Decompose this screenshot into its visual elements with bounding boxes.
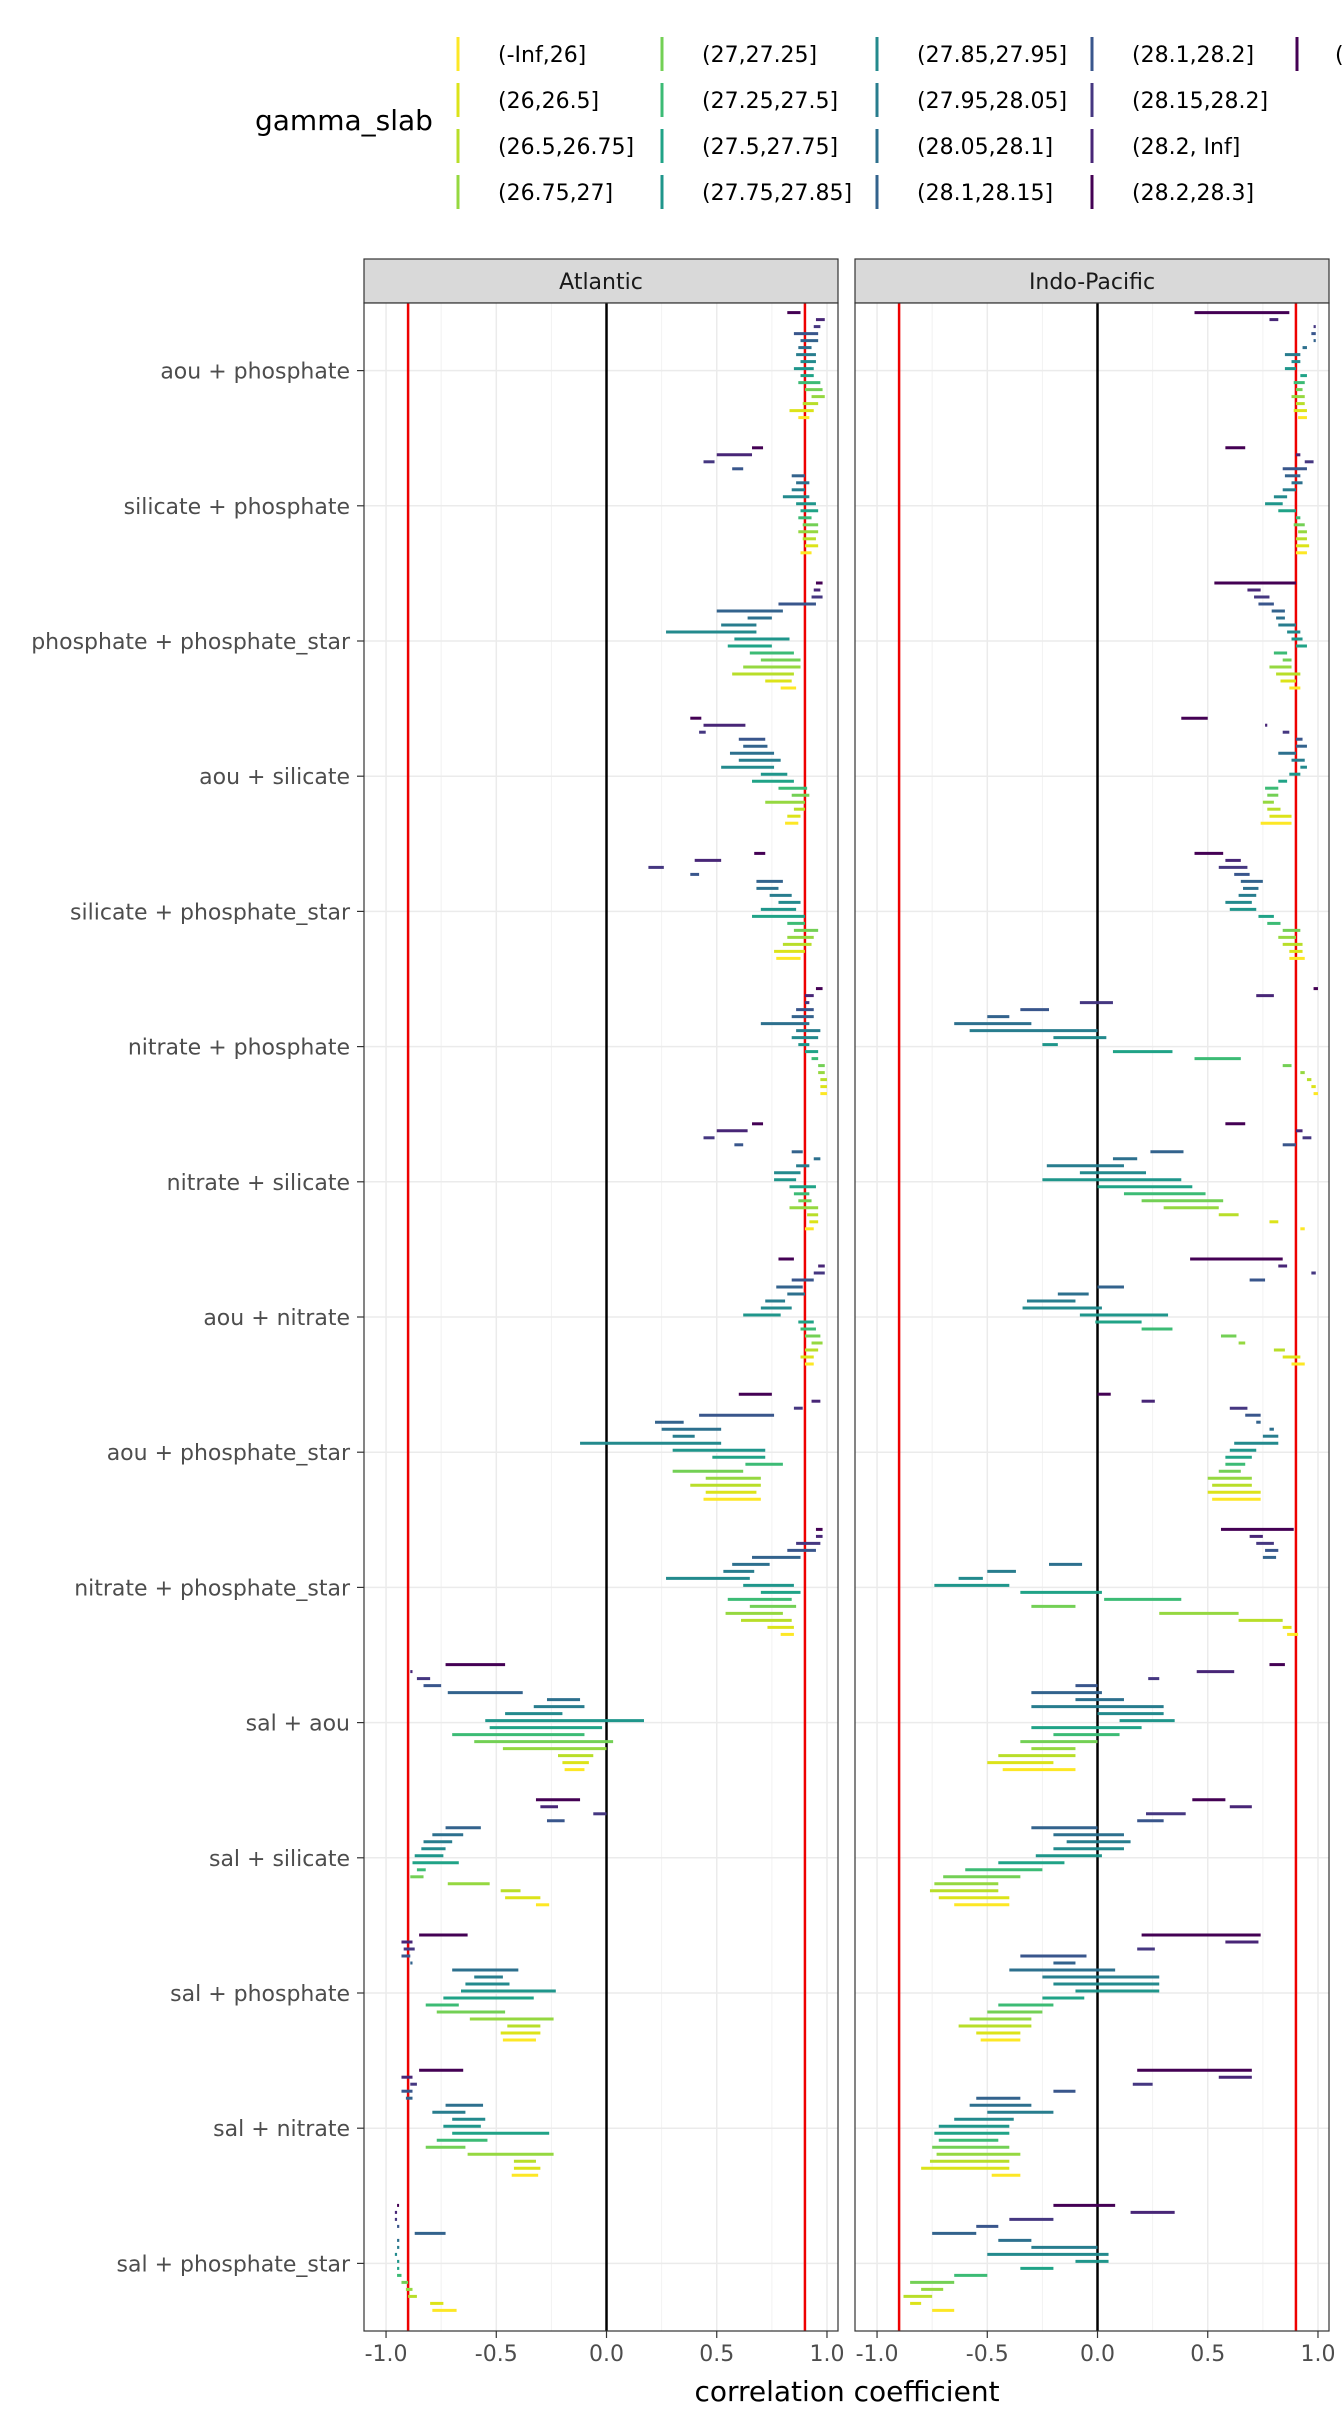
x-tick-label: 0.5 xyxy=(699,2342,734,2367)
y-tick-label: phosphate + phosphate_star xyxy=(31,630,351,655)
y-tick-label: silicate + phosphate xyxy=(124,495,350,520)
y-tick-label: sal + aou xyxy=(246,1712,350,1737)
legend-label: (27.5,27.75] xyxy=(702,135,838,160)
legend-label: (28.15,28.2] xyxy=(1132,89,1268,114)
panel-indo-pacific: Indo-Pacific -1.0 -0.5 0.0 0.5 1.0 xyxy=(854,258,1335,2367)
y-axis: aou + phosphate silicate + phosphate phosp… xyxy=(31,360,364,2277)
legend-label: (28.2, Inf] xyxy=(1132,135,1240,160)
legend: gamma_slab (-Inf,26] (26,26.5] (26.5,26.75… xyxy=(255,37,1344,209)
x-tick-label: 0.5 xyxy=(1190,2342,1225,2367)
y-tick-label: nitrate + phosphate_star xyxy=(74,1576,351,1601)
legend-label: (27.85,27.95] xyxy=(917,43,1067,68)
x-tick-label: -1.0 xyxy=(856,2342,899,2367)
x-tick-label: -0.5 xyxy=(966,2342,1009,2367)
x-tick-label: 0.0 xyxy=(589,2342,624,2367)
y-tick-label: aou + nitrate xyxy=(203,1306,350,1331)
y-tick-label: aou + phosphate_star xyxy=(107,1441,351,1466)
y-tick-label: nitrate + phosphate xyxy=(128,1036,350,1061)
legend-label-partial: (2 xyxy=(1335,43,1344,68)
legend-label: (-Inf,26] xyxy=(498,43,586,68)
legend-label: (28.1,28.2] xyxy=(1132,43,1254,68)
legend-label: (27.95,28.05] xyxy=(917,89,1067,114)
legend-title: gamma_slab xyxy=(255,104,433,137)
strip xyxy=(854,258,1330,304)
x-tick-label: -0.5 xyxy=(475,2342,518,2367)
y-tick-label: silicate + phosphate_star xyxy=(70,900,351,925)
panel-border xyxy=(854,302,1330,2332)
legend-label: (28.1,28.15] xyxy=(917,181,1053,206)
x-tick-label: 0.0 xyxy=(1080,2342,1115,2367)
y-tick-label: sal + phosphate xyxy=(170,1982,350,2007)
legend-label: (28.2,28.3] xyxy=(1132,181,1254,206)
strip-label: Indo-Pacific xyxy=(1029,270,1155,295)
legend-label: (26,26.5] xyxy=(498,89,599,114)
y-tick-label: sal + nitrate xyxy=(213,2117,350,2142)
x-tick-label: 1.0 xyxy=(809,2342,844,2367)
legend-label: (27,27.25] xyxy=(702,43,817,68)
legend-label: (27.75,27.85] xyxy=(702,181,852,206)
legend-label: (28.05,28.1] xyxy=(917,135,1053,160)
panel-atlantic: Atlantic -1.0 -0.5 0.0 0.5 1.0 xyxy=(363,258,844,2367)
panels: Atlantic -1.0 -0.5 0.0 0.5 1.0 Indo-Pacific -1.… xyxy=(363,258,1335,2367)
y-tick-label: aou + silicate xyxy=(199,765,350,790)
y-tick-label: aou + phosphate xyxy=(160,360,350,385)
y-tick-label: sal + silicate xyxy=(209,1847,350,1872)
x-tick-label: 1.0 xyxy=(1300,2342,1335,2367)
strip xyxy=(363,258,839,304)
y-tick-label: sal + phosphate_star xyxy=(117,2252,351,2277)
strip-label: Atlantic xyxy=(559,270,643,295)
x-tick-label: -1.0 xyxy=(365,2342,408,2367)
legend-label: (27.25,27.5] xyxy=(702,89,838,114)
legend-label: (26.5,26.75] xyxy=(498,135,634,160)
y-tick-label: nitrate + silicate xyxy=(167,1171,350,1196)
x-axis-label: correlation coefficient xyxy=(694,2375,999,2408)
legend-label: (26.75,27] xyxy=(498,181,613,206)
